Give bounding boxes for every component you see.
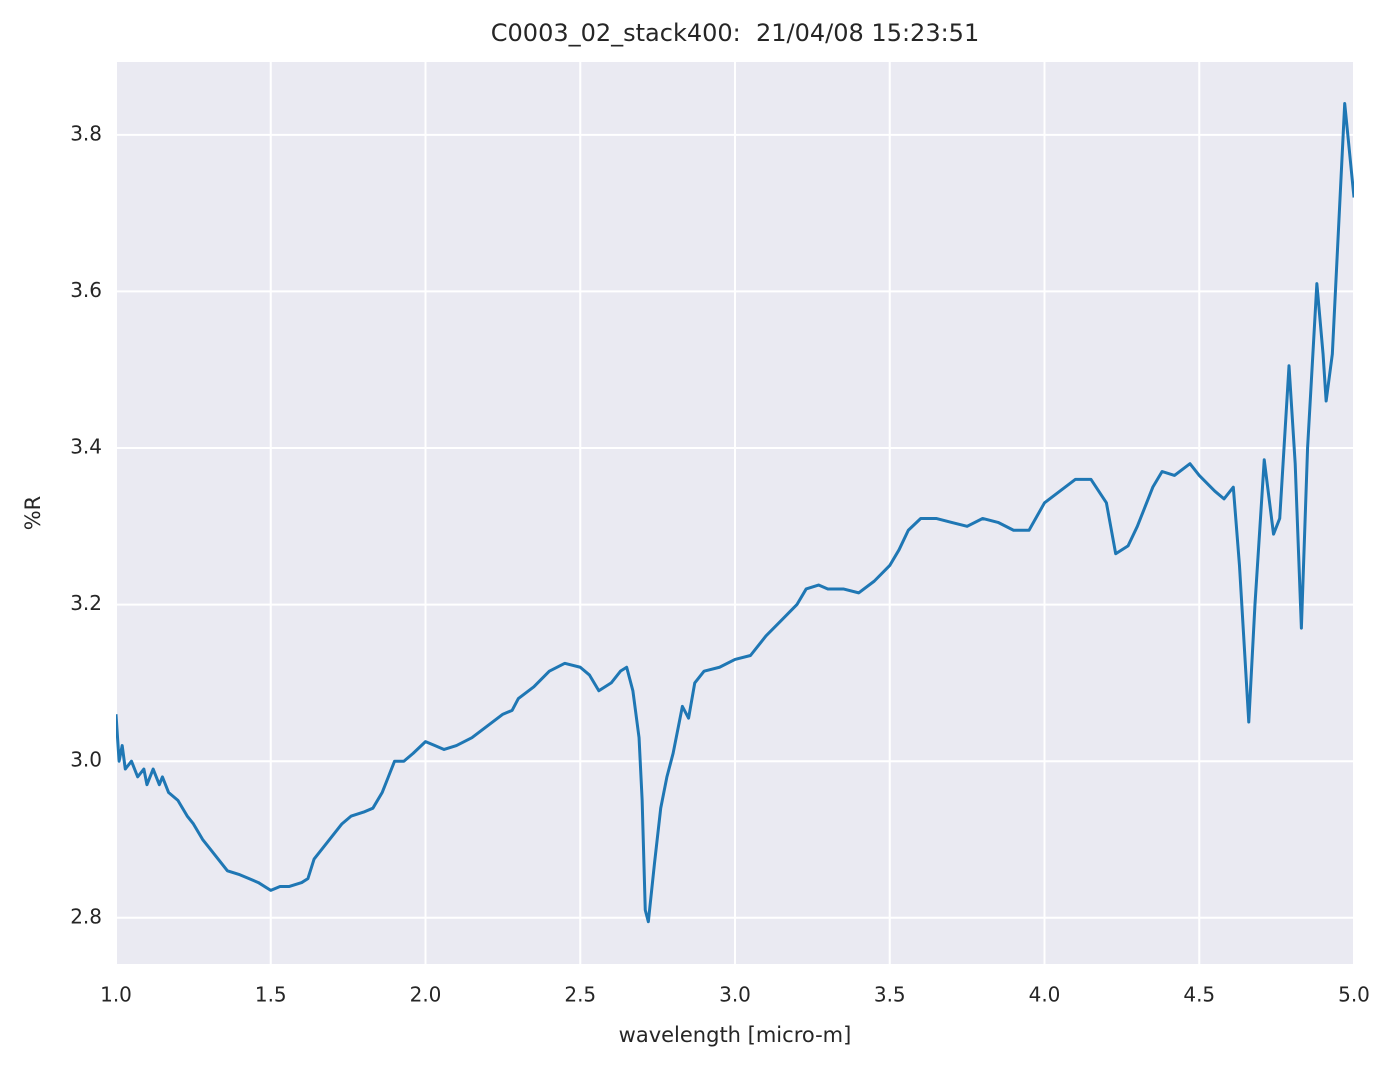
data-line <box>116 102 1354 924</box>
x-tick-label: 3.0 <box>719 983 751 1007</box>
y-tick-label: 3.2 <box>70 591 102 615</box>
y-tick-label: 3.4 <box>70 435 102 459</box>
x-tick-label: 1.0 <box>100 983 132 1007</box>
y-axis-label: %R <box>21 496 45 531</box>
y-tick-label: 3.8 <box>70 121 102 145</box>
x-tick-label: 4.5 <box>1183 983 1215 1007</box>
chart-title: C0003_02_stack400: 21/04/08 15:23:51 <box>491 19 979 47</box>
x-tick-label: 2.0 <box>410 983 442 1007</box>
x-tick-label: 2.5 <box>564 983 596 1007</box>
x-axis-label: wavelength [micro-m] <box>619 1023 852 1047</box>
x-tick-label: 3.5 <box>874 983 906 1007</box>
x-tick-label: 5.0 <box>1338 983 1370 1007</box>
y-tick-label: 3.6 <box>70 278 102 302</box>
x-tick-label: 1.5 <box>255 983 287 1007</box>
y-tick-label: 3.0 <box>70 748 102 772</box>
y-tick-label: 2.8 <box>70 904 102 928</box>
x-tick-label: 4.0 <box>1029 983 1061 1007</box>
